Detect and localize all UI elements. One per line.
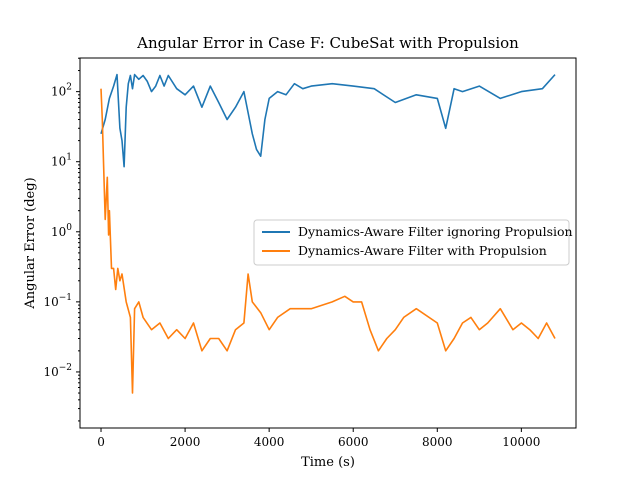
x-tick-label: 6000 (338, 435, 369, 449)
x-tick-label: 10000 (502, 435, 540, 449)
y-axis-ticks: 10−2 10−1 100 101 102 (43, 57, 80, 422)
plot-area: 0 2000 4000 6000 8000 10000 10−2 10−1 100 101 102 (43, 57, 577, 449)
x-axis-ticks: 0 2000 4000 6000 8000 10000 (97, 428, 540, 449)
series-layer (100, 73, 556, 394)
legend-label-series-0: Dynamics-Aware Filter ignoring Propulsio… (298, 224, 573, 239)
chart-title: Angular Error in Case F: CubeSat with Pr… (136, 34, 519, 52)
y-tick-label: 102 (51, 83, 72, 99)
y-tick-label: 101 (51, 153, 72, 169)
y-tick-label: 10−1 (43, 293, 72, 309)
x-tick-label: 4000 (254, 435, 285, 449)
x-tick-label: 8000 (422, 435, 453, 449)
legend: Dynamics-Aware Filter ignoring Propulsio… (253, 219, 573, 266)
series-line-0 (100, 73, 556, 168)
legend-label-series-1: Dynamics-Aware Filter with Propulsion (298, 243, 547, 258)
legend-frame (253, 219, 570, 266)
x-tick-label: 0 (97, 435, 105, 449)
x-tick-label: 2000 (170, 435, 201, 449)
y-tick-label: 10−2 (43, 363, 72, 379)
x-axis-label: Time (s) (301, 455, 355, 470)
series-line-1 (100, 88, 556, 394)
y-axis-label: Angular Error (deg) (23, 177, 38, 309)
y-tick-label: 100 (51, 223, 72, 239)
